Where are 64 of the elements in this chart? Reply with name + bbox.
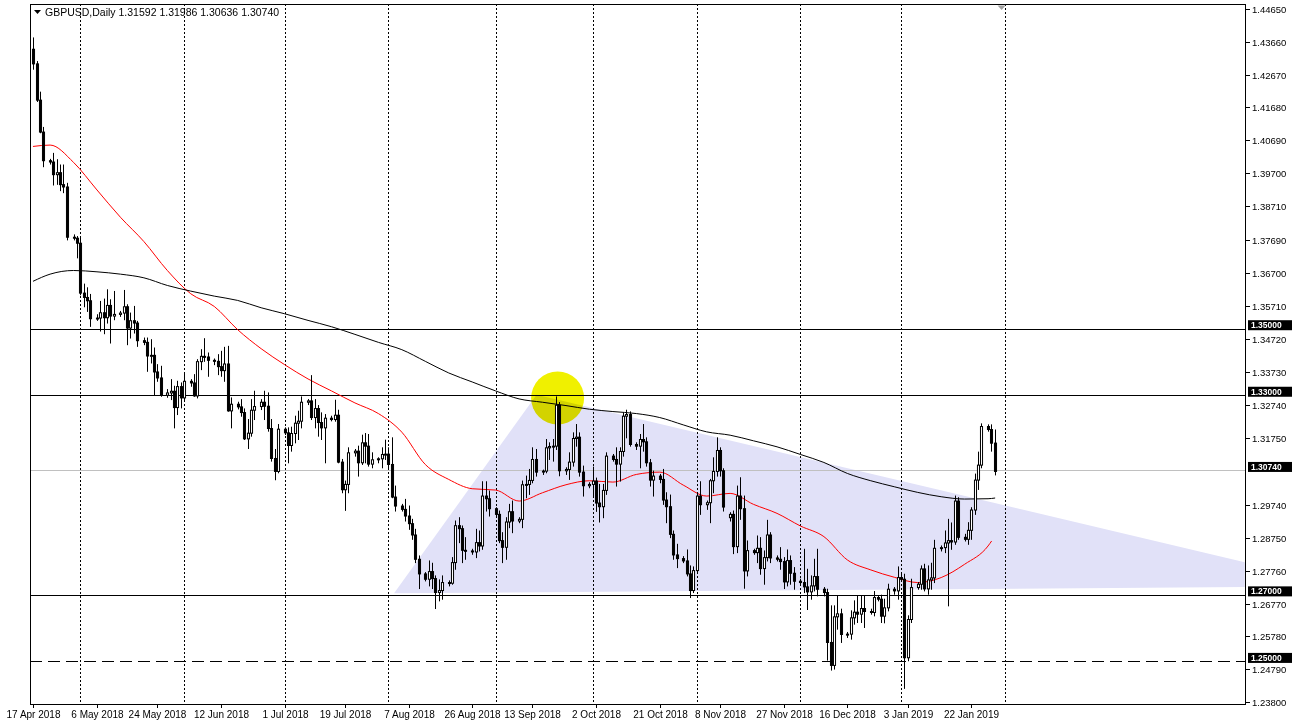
y-tick-label: 1.31750 [1252, 432, 1287, 444]
x-tick-label: 7 Aug 2018 [384, 709, 436, 720]
candlestick [206, 352, 211, 377]
ref-line-label: 1.33000 [1251, 386, 1282, 397]
candlestick [715, 437, 720, 477]
x-tick-label: 8 Nov 2018 [694, 709, 747, 720]
x-tick-label: 21 Oct 2018 [633, 709, 689, 720]
y-tick-label: 1.44650 [1252, 3, 1287, 15]
candlestick [313, 399, 318, 429]
candlestick [219, 350, 224, 377]
chart-title: GBPUSD,Daily 1.31592 1.31986 1.30636 1.30740 [45, 6, 280, 18]
x-tick-label: 16 Dec 2018 [819, 709, 877, 720]
y-tick-label: 1.36700 [1252, 267, 1287, 279]
ref-line-label: 1.25000 [1251, 652, 1282, 663]
ref-line-label: 1.30740 [1251, 461, 1282, 472]
x-tick-label: 22 Jan 2019 [943, 709, 1000, 720]
candlestick [782, 557, 787, 590]
x-tick-label: 24 May 2018 [128, 709, 187, 720]
y-tick-label: 1.25780 [1252, 630, 1287, 642]
candlestick [839, 608, 844, 643]
y-tick-label: 1.41680 [1252, 101, 1287, 113]
y-tick-label: 1.26770 [1252, 598, 1287, 610]
x-tick-label: 19 Jul 2018 [319, 709, 372, 720]
candlestick [202, 338, 207, 362]
y-tick-label: 1.43660 [1252, 36, 1287, 48]
candlestick [363, 433, 368, 464]
candlestick [55, 159, 60, 185]
x-tick-label: 26 Aug 2018 [444, 709, 502, 720]
y-tick-label: 1.33730 [1252, 366, 1287, 378]
x-tick-label: 17 Apr 2018 [6, 709, 61, 720]
x-tick-label: 2 Oct 2018 [572, 709, 622, 720]
candlestick [922, 563, 927, 592]
x-tick-label: 13 Sep 2018 [504, 709, 562, 720]
y-tick-label: 1.35710 [1252, 300, 1287, 312]
y-tick-label: 1.40690 [1252, 134, 1287, 146]
x-tick-label: 27 Nov 2018 [756, 709, 814, 720]
candlestick [758, 537, 763, 575]
candlestick [788, 555, 793, 585]
candlestick [785, 549, 790, 587]
y-tick-label: 1.29740 [1252, 499, 1287, 511]
ref-line-label: 1.27000 [1251, 586, 1282, 597]
ref-line-label: 1.35000 [1251, 320, 1282, 331]
y-tick-label: 1.24790 [1252, 663, 1287, 675]
x-tick-label: 12 Jun 2018 [193, 709, 250, 720]
y-tick-label: 1.27760 [1252, 565, 1287, 577]
y-tick-label: 1.37690 [1252, 234, 1287, 246]
y-tick-label: 1.39700 [1252, 167, 1287, 179]
candlestick [289, 426, 294, 452]
candlestick [534, 448, 539, 477]
candlestick [112, 290, 117, 321]
candlestick [939, 545, 944, 552]
candlestick [293, 415, 298, 444]
y-tick-label: 1.32740 [1252, 399, 1287, 411]
y-tick-label: 1.38710 [1252, 200, 1287, 212]
y-tick-label: 1.28750 [1252, 532, 1287, 544]
candlestick [360, 434, 365, 465]
candlestick [510, 500, 515, 534]
y-tick-label: 1.34720 [1252, 333, 1287, 345]
y-tick-label: 1.42670 [1252, 69, 1287, 81]
x-tick-label: 3 Jan 2019 [883, 709, 934, 720]
candlestick [323, 414, 328, 464]
y-tick-label: 1.23800 [1252, 696, 1287, 708]
x-tick-label: 1 Jul 2018 [262, 709, 310, 720]
x-tick-label: 6 May 2018 [71, 709, 125, 720]
